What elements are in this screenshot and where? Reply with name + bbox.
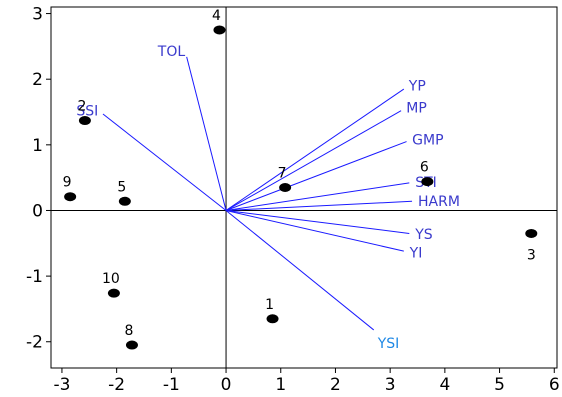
data-point-1 [266, 314, 279, 324]
vector-label-mp: MP [406, 101, 427, 117]
point-label-10: 10 [102, 271, 120, 287]
data-point-6 [421, 177, 434, 187]
data-point-7 [279, 183, 292, 192]
point-label-4: 4 [212, 8, 221, 24]
data-point-10 [107, 288, 120, 298]
vector-line-tol [186, 56, 227, 211]
point-label-3: 3 [527, 247, 536, 263]
point-label-8: 8 [124, 323, 133, 339]
data-point-3 [525, 228, 538, 238]
y-tick-group: -2 -1 0 1 2 3 [26, 5, 51, 353]
data-point-8 [125, 340, 138, 350]
vector-label-ysi: YSI [377, 336, 400, 352]
vector-line-ssi [102, 113, 227, 211]
vector-label-yi: YI [409, 246, 423, 262]
x-tick-label: 4 [439, 375, 450, 395]
vector-label-ys: YS [414, 227, 433, 243]
y-tick-label: -2 [26, 333, 43, 353]
y-tick-label: 0 [32, 201, 43, 221]
x-tick-label: 3 [385, 375, 396, 395]
y-tick-label: -1 [26, 267, 43, 287]
x-tick-label: 6 [549, 375, 560, 395]
vector-label-tol: TOL [157, 44, 186, 60]
vector-line-sti [225, 182, 410, 211]
point-label-2: 2 [77, 99, 86, 115]
x-tick-group: -3 -2 -1 0 1 2 3 4 5 6 [53, 368, 560, 395]
x-tick-label: -2 [108, 375, 125, 395]
x-tick-label: -1 [163, 375, 180, 395]
x-tick-label: 0 [221, 375, 232, 395]
vector-line-yp [225, 88, 405, 211]
y-tick-label: 2 [32, 70, 43, 90]
point-label-5: 5 [117, 179, 126, 195]
point-label-7: 7 [278, 166, 287, 182]
vector-line-ysi [225, 210, 375, 331]
x-tick-label: 2 [330, 375, 341, 395]
data-point-9 [64, 192, 77, 202]
data-point-2 [78, 116, 91, 126]
x-tick-label: 5 [494, 375, 505, 395]
plot-frame [50, 6, 558, 369]
point-label-9: 9 [63, 175, 72, 191]
vector-line-harm [226, 200, 413, 211]
vector-line-gmp [225, 141, 407, 211]
y-tick-label: 1 [32, 136, 43, 156]
vector-label-gmp: GMP [412, 132, 443, 148]
vector-line-mp [225, 110, 402, 211]
vector-label-ssi: SSI [76, 103, 98, 119]
data-point-4 [213, 25, 226, 35]
point-group: 1 2 3 4 5 6 7 8 9 10 [63, 8, 538, 350]
data-point-5 [118, 196, 131, 206]
point-label-6: 6 [420, 160, 429, 176]
y-tick-label: 3 [32, 5, 43, 25]
vector-group: TOLSSIYPMPGMPSTIHARMYSYIYSI [76, 44, 460, 352]
vector-label-yp: YP [408, 79, 426, 95]
vector-label-harm: HARM [418, 194, 460, 210]
x-tick-label: 1 [275, 375, 286, 395]
vector-line-yi [225, 209, 404, 252]
point-label-1: 1 [265, 297, 274, 313]
vector-line-ys [225, 209, 410, 234]
x-tick-label: -3 [53, 375, 70, 395]
